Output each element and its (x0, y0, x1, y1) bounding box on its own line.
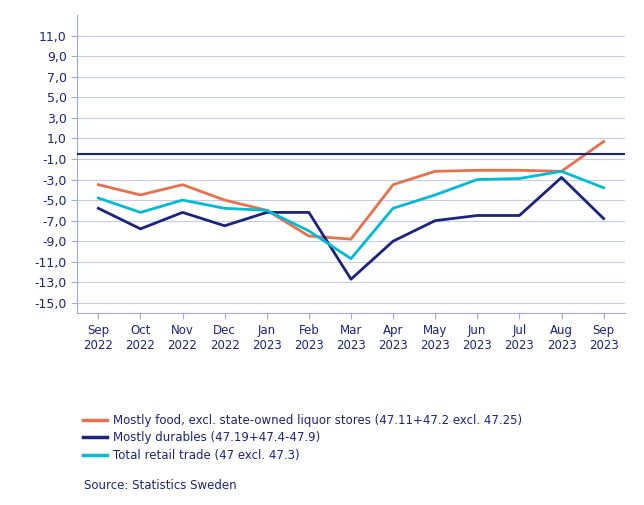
Legend: Mostly food, excl. state-owned liquor stores (47.11+47.2 excl. 47.25), Mostly du: Mostly food, excl. state-owned liquor st… (83, 414, 522, 462)
Text: Source: Statistics Sweden: Source: Statistics Sweden (84, 479, 236, 492)
